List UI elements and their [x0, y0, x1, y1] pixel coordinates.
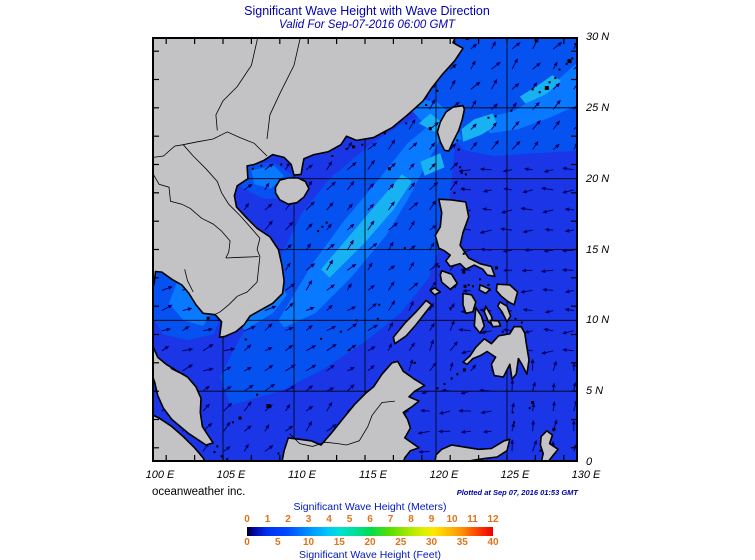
- colorbar-tick: 10: [446, 514, 458, 525]
- colorbar-tick: 9: [428, 514, 435, 525]
- land-bohol: [489, 319, 502, 328]
- frame-ticks: [154, 39, 576, 460]
- lat-label: 20 N: [586, 172, 610, 185]
- lon-label: 105 E: [216, 469, 246, 481]
- colorbar-tick: 30: [425, 537, 438, 548]
- colorbar-tick: 5: [274, 537, 281, 548]
- colorbar-tick: 3: [305, 514, 312, 525]
- land-palawan: [392, 299, 433, 345]
- lat-label: 5 N: [586, 385, 604, 398]
- colorbar-tick: 0: [244, 537, 250, 548]
- colorbar-gradient: [247, 527, 493, 536]
- country-borders: [153, 34, 395, 447]
- lon-label: 100 E: [145, 469, 175, 481]
- page-subtitle: Valid For Sep-07-2016 06:00 GMT: [279, 19, 455, 31]
- colorbar-tick: 35: [456, 537, 468, 548]
- colorbar-tick: 11: [467, 514, 478, 525]
- colorbar-feet-ticks: 0 5 10 15 20 25 30 35 40: [244, 537, 498, 549]
- land-busuanga: [429, 287, 442, 296]
- lon-label: 125 E: [500, 469, 530, 481]
- land-leyte: [497, 301, 512, 323]
- colorbar-tick: 40: [487, 537, 499, 548]
- colorbar-title-meters: Significant Wave Height (Meters): [293, 501, 447, 513]
- attribution-oceanweather: oceanweather inc.: [152, 486, 246, 498]
- lon-label: 110 E: [288, 469, 316, 481]
- land-luzon: [434, 198, 496, 278]
- colorbar-tick: 0: [244, 514, 250, 525]
- small-islands: [151, 36, 579, 461]
- land-taiwan: [436, 104, 466, 152]
- colorbar-tick: 20: [364, 537, 376, 548]
- page-title: Significant Wave Height with Wave Direct…: [244, 4, 490, 18]
- landmasses: [139, 31, 559, 468]
- lat-label: 10 N: [586, 314, 610, 327]
- colorbar-tick: 8: [408, 514, 414, 525]
- land-mindanao: [462, 325, 530, 380]
- colorbar-tick: 2: [285, 514, 291, 525]
- lat-label: 15 N: [586, 243, 610, 256]
- land-panay: [462, 292, 477, 315]
- lat-label: 0: [586, 456, 593, 468]
- colorbar-tick: 25: [395, 537, 407, 548]
- land-hainan: [274, 177, 310, 205]
- land-mindoro: [439, 270, 459, 290]
- colorbar-tick: 1: [264, 514, 271, 525]
- plotted-timestamp: Plotted at Sep 07, 2016 01:53 GMT: [456, 488, 578, 497]
- colorbar-tick: 15: [333, 537, 345, 548]
- colorbar-tick: 6: [367, 514, 373, 525]
- lon-label: 115 E: [359, 469, 387, 481]
- map-svg: [139, 31, 587, 468]
- land-samar: [495, 283, 519, 306]
- colorbar-tick: 10: [302, 537, 315, 548]
- lon-label: 120 E: [429, 469, 459, 481]
- colorbar-tick: 7: [387, 514, 394, 525]
- land-masbate: [478, 284, 491, 295]
- land-negros: [473, 306, 486, 334]
- lat-label: 30 N: [586, 31, 610, 43]
- land-sulawesi: [433, 438, 511, 468]
- colorbar-title-feet: Significant Wave Height (Feet): [298, 549, 441, 560]
- land-mainland-asia: [139, 31, 464, 446]
- land-halmahera: [539, 430, 559, 468]
- wave-height-map: [139, 31, 587, 468]
- colorbar-tick: 12: [487, 514, 499, 525]
- colorbar-tick: 4: [326, 514, 332, 525]
- colorbar-tick: 5: [346, 514, 353, 525]
- lat-label: 25 N: [586, 101, 610, 114]
- colorbar-meter-ticks: 0 1 2 3 4 5 6 7 8 9 10 11 12: [244, 514, 498, 526]
- map-frame: [152, 37, 578, 462]
- lon-label: 130 E: [571, 469, 601, 481]
